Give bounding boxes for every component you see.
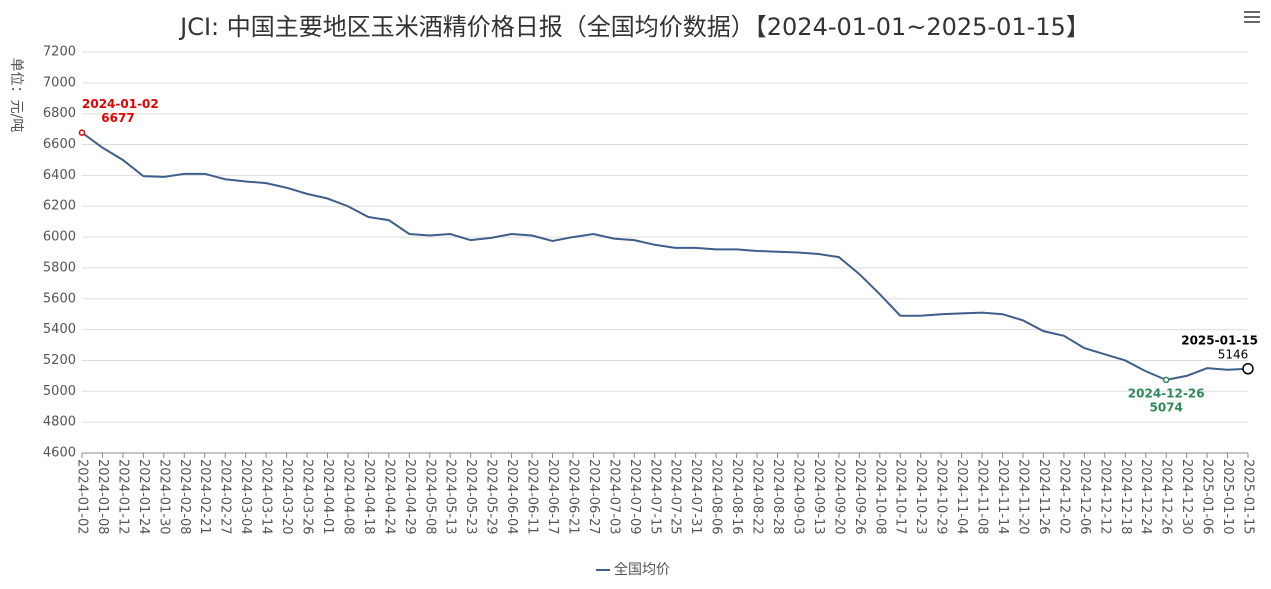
x-tick-label: 2024-12-26 <box>1159 459 1174 535</box>
highlight-point <box>78 129 86 136</box>
x-tick-label: 2024-12-24 <box>1138 459 1153 535</box>
x-tick-label: 2024-05-08 <box>422 459 437 535</box>
y-tick-label: 5600 <box>43 291 76 306</box>
x-tick-label: 2024-11-20 <box>1015 459 1030 535</box>
y-tick-label: 5200 <box>43 353 76 368</box>
legend-label: 全国均价 <box>614 561 670 578</box>
x-tick-label: 2024-10-17 <box>893 459 908 535</box>
x-tick-label: 2024-06-21 <box>565 459 580 535</box>
x-tick-label: 2024-07-25 <box>668 459 683 535</box>
y-tick-label: 6000 <box>43 230 76 245</box>
x-tick-label: 2024-04-08 <box>340 459 355 535</box>
x-tick-label: 2024-01-30 <box>156 459 171 535</box>
y-tick-label: 6600 <box>43 137 76 152</box>
x-tick-label: 2024-08-06 <box>709 459 724 535</box>
line <box>81 131 1249 381</box>
x-tick-label: 2024-07-09 <box>627 459 642 535</box>
x-tick-label: 2024-05-29 <box>484 459 499 535</box>
x-tick-label: 2024-06-17 <box>545 459 560 535</box>
x-tick-label: 2024-11-26 <box>1036 459 1051 535</box>
x-tick-label: 2024-07-31 <box>688 459 703 535</box>
y-tick-label: 7200 <box>43 45 76 60</box>
x-tick-label: 2024-02-08 <box>177 459 192 535</box>
x-tick-label: 2024-11-14 <box>995 459 1010 535</box>
x-tick-label: 2024-01-12 <box>115 459 130 535</box>
x-tick-label: 2024-09-13 <box>811 459 826 535</box>
x-tick-label: 2024-04-24 <box>381 459 396 535</box>
x-tick-label: 2024-05-13 <box>443 459 458 535</box>
x-tick-label: 2024-03-14 <box>259 459 274 535</box>
x-tick-label: 2024-05-23 <box>463 459 478 535</box>
x-tick-label: 2024-02-27 <box>218 459 233 535</box>
highlight-date: 2024-12-26 <box>1128 386 1205 400</box>
x-tick-label: 2024-08-16 <box>729 459 744 535</box>
y-tick-label: 6800 <box>43 106 76 121</box>
x-tick-label: 2024-04-18 <box>361 459 376 535</box>
y-tick-label: 4600 <box>43 446 76 461</box>
x-tick-label: 2024-08-28 <box>770 459 785 535</box>
y-axis-label: 单位：元/吨 <box>8 58 24 133</box>
y-tick-label: 5400 <box>43 322 76 337</box>
x-tick-label: 2024-02-21 <box>197 459 212 535</box>
x-tick-label: 2024-06-04 <box>504 459 519 535</box>
x-tick-label: 2024-03-26 <box>300 459 315 535</box>
highlight-value: 5146 <box>1218 347 1249 361</box>
x-tick-label: 2024-12-02 <box>1056 459 1071 535</box>
x-tick-label: 2024-04-01 <box>320 459 335 535</box>
y-tick-label: 6400 <box>43 168 76 183</box>
x-tick-label: 2024-01-08 <box>95 459 110 535</box>
highlight-date: 2025-01-15 <box>1181 333 1258 347</box>
x-tick-label: 2024-12-12 <box>1097 459 1112 535</box>
highlight-value: 5074 <box>1149 400 1182 414</box>
x-tick-label: 2024-10-08 <box>872 459 887 535</box>
x-tick-label: 2024-12-18 <box>1118 459 1133 535</box>
x-tick-label: 2024-06-11 <box>525 459 540 535</box>
menu-icon[interactable] <box>1244 11 1260 23</box>
x-tick-label: 2024-11-04 <box>954 459 969 535</box>
chart-title: JCI: 中国主要地区玉米酒精价格日报（全国均价数据）【2024-01-01~2… <box>178 13 1090 41</box>
x-tick-label: 2024-10-29 <box>934 459 949 535</box>
x-tick-label: 2025-01-15 <box>1241 459 1256 535</box>
x-tick-label: 2024-06-27 <box>586 459 601 535</box>
x-tick-label: 2024-09-03 <box>790 459 805 535</box>
y-tick-label: 4800 <box>43 415 76 430</box>
x-tick-label: 2024-10-23 <box>913 459 928 535</box>
x-tick-label: 2024-11-08 <box>975 459 990 535</box>
x-tick-label: 2024-04-29 <box>402 459 417 535</box>
y-tick-label: 5000 <box>43 384 76 399</box>
x-tick-label: 2024-12-06 <box>1077 459 1092 535</box>
x-tick-label: 2024-01-24 <box>136 459 151 535</box>
x-tick-label: 2024-07-03 <box>606 459 621 535</box>
y-tick-label: 6200 <box>43 199 76 214</box>
highlight-point <box>1162 376 1170 384</box>
x-tick-label: 2024-12-30 <box>1179 459 1194 535</box>
highlight-point <box>1242 363 1254 375</box>
x-tick-label: 2024-07-15 <box>647 459 662 535</box>
x-tick-label: 2024-08-22 <box>750 459 765 535</box>
x-tick-label: 2024-03-04 <box>238 459 253 535</box>
y-tick-label: 5800 <box>43 260 76 275</box>
x-tick-label: 2024-03-20 <box>279 459 294 535</box>
x-tick-label: 2024-09-20 <box>831 459 846 535</box>
x-tick-label: 2024-01-02 <box>75 459 90 535</box>
y-tick-label: 7000 <box>43 75 76 90</box>
x-tick-label: 2025-01-06 <box>1200 459 1215 535</box>
highlight-date: 2024-01-02 <box>82 97 159 111</box>
x-tick-label: 2024-09-26 <box>852 459 867 535</box>
x-tick-label: 2025-01-10 <box>1220 459 1235 535</box>
highlight-value: 6677 <box>101 111 134 125</box>
